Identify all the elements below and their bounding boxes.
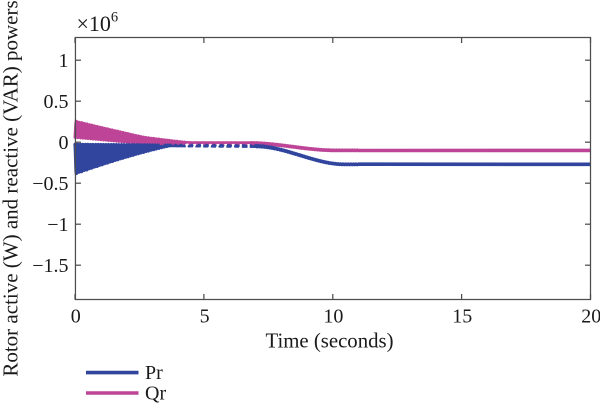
svg-text:Pr: Pr: [145, 362, 163, 384]
svg-text:5: 5: [200, 306, 210, 328]
svg-text:1: 1: [59, 50, 69, 72]
svg-text:Qr: Qr: [145, 383, 166, 405]
svg-text:0.5: 0.5: [44, 91, 69, 113]
svg-text:Rotor active (W) and reactive: Rotor active (W) and reactive (VAR) powe…: [0, 0, 23, 376]
svg-text:−0.5: −0.5: [32, 173, 68, 195]
svg-text:20: 20: [581, 306, 600, 328]
svg-text:Time (seconds): Time (seconds): [265, 330, 393, 353]
svg-text:15: 15: [452, 306, 472, 328]
svg-text:−1: −1: [47, 214, 68, 236]
svg-text:10: 10: [323, 306, 343, 328]
svg-text:0: 0: [59, 132, 69, 154]
svg-text:0: 0: [71, 306, 81, 328]
svg-text:−1.5: −1.5: [32, 255, 68, 277]
